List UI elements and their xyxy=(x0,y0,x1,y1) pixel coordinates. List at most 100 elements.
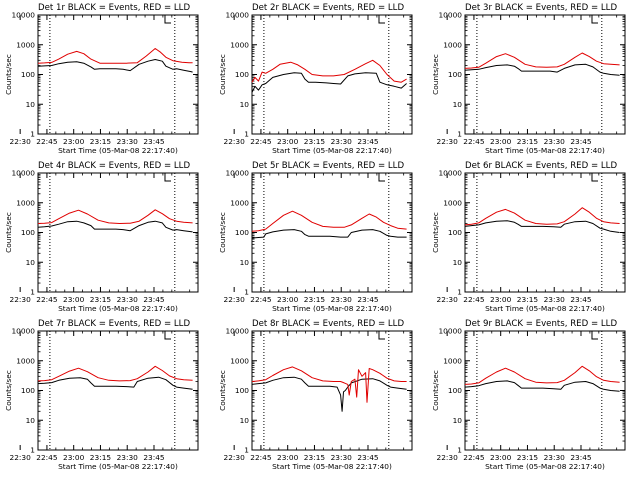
x-tick-label: 22:45 xyxy=(36,295,58,304)
x-tick-label: 23:45 xyxy=(143,137,165,146)
series-line-lld xyxy=(464,52,620,69)
x-tick-label: 22:45 xyxy=(463,137,485,146)
x-tick-label: 22:30 xyxy=(224,137,246,146)
y-tick-label: 1 xyxy=(457,288,462,297)
x-tick-label: 23:15 xyxy=(517,137,539,146)
y-tick-label: 10 xyxy=(26,258,36,267)
panel-title: Det 4r BLACK = Events, RED = LLD xyxy=(38,161,190,171)
x-axis-label: Start Time (05-Mar-08 22:17:40) xyxy=(58,462,178,471)
series-line-events xyxy=(464,380,620,392)
panel-title: Det 7r BLACK = Events, RED = LLD xyxy=(38,319,190,329)
y-axis-label: Counts/sec xyxy=(431,54,440,95)
y-tick-label: 10 xyxy=(26,100,36,109)
series-line-lld xyxy=(251,210,407,232)
x-tick-label: 23:00 xyxy=(277,453,299,462)
x-tick-label: 23:15 xyxy=(517,295,539,304)
x-tick-label: 23:00 xyxy=(277,295,299,304)
x-tick-label: 23:45 xyxy=(357,295,379,304)
series-line-events xyxy=(251,72,407,93)
plot-frame xyxy=(251,172,413,293)
y-tick-label: 10 xyxy=(240,416,250,425)
panel-det-9r: Det 9r BLACK = Events, RED = LLD 1 10 100 10… xyxy=(431,319,626,471)
y-tick-label: 10000 xyxy=(225,169,249,178)
x-tick-label: 23:15 xyxy=(90,453,112,462)
x-axis-label: Start Time (05-Mar-08 22:17:40) xyxy=(272,304,392,313)
panel-title: Det 2r BLACK = Events, RED = LLD xyxy=(252,3,404,13)
panel-title: Det 1r BLACK = Events, RED = LLD xyxy=(38,3,190,13)
x-tick-label: 23:30 xyxy=(331,453,353,462)
x-axis-label: Start Time (05-Mar-08 22:17:40) xyxy=(58,304,178,313)
y-tick-label: 10 xyxy=(26,416,36,425)
interval-bracket xyxy=(591,331,598,340)
y-tick-label: 1 xyxy=(244,288,249,297)
y-tick-label: 100 xyxy=(235,386,249,395)
x-tick-label: 23:15 xyxy=(90,295,112,304)
y-tick-label: 10000 xyxy=(438,169,462,178)
y-tick-label: 100 xyxy=(448,386,462,395)
panel-det-8r: Det 8r BLACK = Events, RED = LLD 1 10 100 10… xyxy=(218,319,413,471)
y-tick-label: 100 xyxy=(235,228,249,237)
plot-frame xyxy=(37,330,199,451)
y-tick-label: 10 xyxy=(240,100,250,109)
x-tick-label: 23:00 xyxy=(63,453,85,462)
plot-frame xyxy=(464,14,626,135)
plot-frame xyxy=(251,14,413,135)
y-axis-label: Counts/sec xyxy=(218,212,227,253)
x-tick-label: 23:45 xyxy=(143,453,165,462)
plot-frame xyxy=(37,172,199,293)
y-tick-label: 1000 xyxy=(230,356,249,365)
x-tick-label: 23:15 xyxy=(517,453,539,462)
interval-bracket xyxy=(164,15,171,24)
series-line-events xyxy=(464,220,620,233)
series-line-events xyxy=(37,59,193,73)
x-tick-label: 23:00 xyxy=(277,137,299,146)
x-tick-label: 22:30 xyxy=(10,137,32,146)
x-tick-label: 23:45 xyxy=(570,453,592,462)
y-tick-label: 10000 xyxy=(225,327,249,336)
interval-bracket xyxy=(591,173,598,182)
y-axis-label: Counts/sec xyxy=(4,212,13,253)
panel-det-4r: Det 4r BLACK = Events, RED = LLD 1 10 100 10… xyxy=(4,161,199,313)
x-tick-label: 22:45 xyxy=(36,137,58,146)
x-tick-label: 23:00 xyxy=(63,295,85,304)
x-tick-label: 22:30 xyxy=(437,137,459,146)
interval-bracket xyxy=(378,173,385,182)
series-line-lld xyxy=(37,365,193,382)
x-axis-label: Start Time (05-Mar-08 22:17:40) xyxy=(485,304,605,313)
y-tick-label: 1 xyxy=(457,130,462,139)
x-tick-label: 22:30 xyxy=(437,453,459,462)
series-line-lld xyxy=(251,59,407,83)
y-tick-label: 100 xyxy=(235,70,249,79)
panel-title: Det 9r BLACK = Events, RED = LLD xyxy=(465,319,617,329)
y-axis-label: Counts/sec xyxy=(218,54,227,95)
y-tick-label: 1 xyxy=(244,446,249,455)
series-line-events xyxy=(37,376,193,390)
y-tick-label: 1 xyxy=(244,130,249,139)
x-axis-label: Start Time (05-Mar-08 22:17:40) xyxy=(272,146,392,155)
x-tick-label: 23:30 xyxy=(544,295,566,304)
panel-title: Det 3r BLACK = Events, RED = LLD xyxy=(465,3,617,13)
x-tick-label: 23:30 xyxy=(331,295,353,304)
y-tick-label: 1000 xyxy=(443,198,462,207)
plot-frame xyxy=(464,172,626,293)
x-tick-label: 23:00 xyxy=(490,295,512,304)
interval-bracket xyxy=(164,331,171,340)
y-axis-label: Counts/sec xyxy=(4,54,13,95)
panel-title: Det 6r BLACK = Events, RED = LLD xyxy=(465,161,617,171)
x-tick-label: 23:15 xyxy=(90,137,112,146)
panel-det-6r: Det 6r BLACK = Events, RED = LLD 1 10 100 10… xyxy=(431,161,626,313)
x-tick-label: 23:45 xyxy=(357,137,379,146)
x-tick-label: 22:45 xyxy=(250,137,272,146)
y-axis-label: Counts/sec xyxy=(218,370,227,411)
x-tick-label: 23:30 xyxy=(117,137,139,146)
x-tick-label: 22:30 xyxy=(10,295,32,304)
y-tick-label: 100 xyxy=(21,386,35,395)
x-tick-label: 23:30 xyxy=(544,453,566,462)
x-tick-label: 23:15 xyxy=(304,295,326,304)
y-tick-label: 1000 xyxy=(230,198,249,207)
x-tick-label: 23:15 xyxy=(304,453,326,462)
y-tick-label: 1000 xyxy=(16,356,35,365)
x-axis-label: Start Time (05-Mar-08 22:17:40) xyxy=(272,462,392,471)
series-line-lld xyxy=(37,48,193,64)
